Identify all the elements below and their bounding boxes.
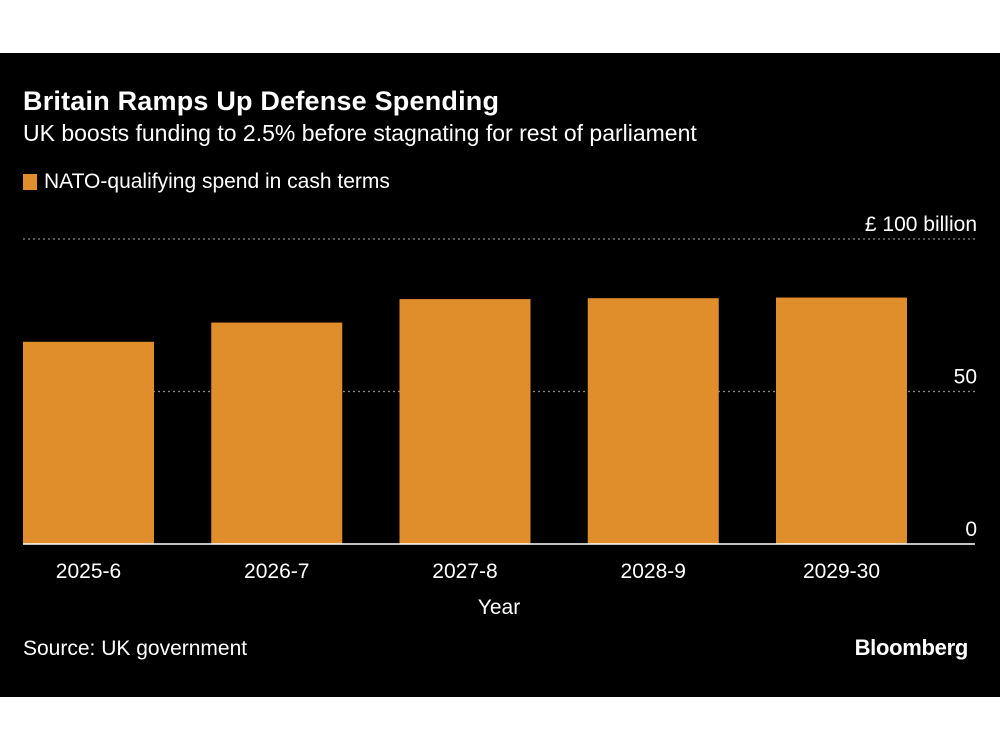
x-tick-label-2026-7: 2026-7	[244, 560, 309, 583]
bars	[23, 297, 907, 544]
chart-subtitle: UK boosts funding to 2.5% before stagnat…	[23, 120, 697, 146]
chart-panel: Britain Ramps Up Defense Spending UK boo…	[0, 53, 1000, 697]
y-tick-labels: 0 50 £ 100 billion	[865, 213, 977, 541]
bar-2026-7	[211, 322, 343, 544]
chart-title: Britain Ramps Up Defense Spending	[23, 86, 500, 116]
bar-chart: 0 50 £ 100 billion 2025-6 2026-7 2027-8 2028-…	[23, 213, 977, 619]
chart-legend: NATO-qualifying spend in cash terms	[23, 168, 390, 196]
bar-2027-8	[399, 299, 531, 544]
x-tick-label-2025-6: 2025-6	[56, 560, 121, 583]
x-axis-title: Year	[478, 596, 520, 619]
x-tick-labels: 2025-6 2026-7 2027-8 2028-9 2029-30	[56, 560, 880, 583]
y-tick-label-100: £ 100 billion	[865, 213, 977, 236]
x-tick-label-2027-8: 2027-8	[432, 560, 497, 583]
bar-2029-30	[776, 297, 907, 544]
source-note: Source: UK government	[23, 637, 248, 660]
bar-2025-6	[23, 341, 154, 544]
y-tick-label-0: 0	[965, 518, 977, 541]
x-tick-label-2028-9: 2028-9	[621, 560, 686, 583]
y-tick-label-50: 50	[954, 366, 977, 389]
bar-2028-9	[587, 298, 719, 544]
legend-label: NATO-qualifying spend in cash terms	[44, 170, 390, 193]
bloomberg-logo: Bloomberg	[854, 635, 969, 660]
x-tick-label-2029-30: 2029-30	[803, 560, 880, 583]
legend-swatch	[23, 174, 37, 190]
